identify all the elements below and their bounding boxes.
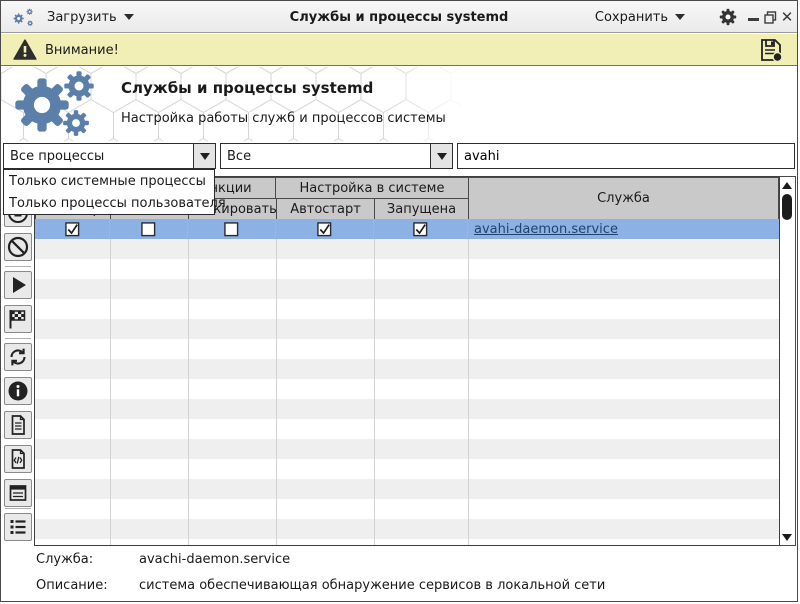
checkbox-unchecked[interactable] [224, 221, 239, 237]
play-icon [13, 277, 26, 293]
cell-autostart[interactable] [35, 219, 110, 239]
checkbox-unchecked[interactable] [141, 221, 156, 237]
minimize-button[interactable] [745, 1, 761, 33]
table-row-selected[interactable]: avahi-daemon.service [35, 219, 779, 239]
list-units-button[interactable] [4, 513, 32, 541]
services-table: Пользовательские функции Настройка в сис… [34, 176, 780, 546]
chevron-down-icon [199, 152, 210, 160]
combo-dropdown-button[interactable] [430, 144, 452, 168]
checkbox-checked[interactable] [64, 221, 80, 237]
save-button[interactable]: Сохранить [595, 1, 685, 33]
titlebar: Загрузить Службы и процессы systemd Сохр… [1, 1, 797, 33]
load-button[interactable]: Загрузить [47, 1, 134, 33]
process-filter-value: Все процессы [10, 148, 105, 164]
arrow-up-icon [782, 181, 792, 189]
page-subtitle: Настройка работы служб и процессов систе… [121, 111, 446, 126]
save-state-icon[interactable] [758, 37, 784, 63]
start-service-button[interactable] [4, 271, 32, 299]
toolbar-separator [5, 266, 31, 267]
journal-button[interactable] [4, 479, 32, 507]
service-value: avachi-daemon.service [139, 552, 291, 567]
logo-gear-small-icon [63, 110, 89, 136]
settings-gear-icon[interactable] [719, 8, 737, 26]
warning-text: Внимание! [45, 42, 119, 58]
checkbox-checked[interactable] [413, 221, 428, 237]
restore-icon [763, 10, 776, 24]
info-icon [8, 381, 28, 401]
load-button-label: Загрузить [47, 9, 117, 25]
detail-description-row: Описание: система обеспечивающая обнаруж… [36, 578, 605, 593]
finish-service-button[interactable] [4, 305, 32, 333]
detail-service-row: Служба: avachi-daemon.service [36, 552, 290, 567]
scrollbar-thumb[interactable] [782, 194, 792, 220]
refresh-button[interactable] [4, 343, 32, 371]
cell-sys-autostart[interactable] [276, 219, 374, 239]
cell-service: avahi-daemon.service [468, 219, 779, 239]
cell-running[interactable] [374, 219, 468, 239]
chevron-down-icon [436, 152, 447, 160]
journal-icon [9, 485, 27, 501]
cell-autostop[interactable] [110, 219, 188, 239]
description-value: система обеспечивающая обнаружение серви… [139, 578, 606, 593]
scroll-down-button[interactable] [780, 530, 794, 544]
search-input[interactable] [457, 143, 795, 169]
forbid-service-button[interactable] [4, 233, 32, 261]
empty-rows [35, 239, 779, 545]
process-filter-combobox[interactable]: Все процессы [3, 143, 216, 169]
bullet-list-icon [10, 520, 26, 534]
page-header: Службы и процессы systemd Настройка рабо… [1, 67, 797, 141]
state-filter-combobox[interactable]: Все [220, 143, 453, 169]
vertical-scrollbar[interactable] [780, 176, 796, 546]
combo-dropdown-button[interactable] [193, 144, 215, 168]
state-filter-value: Все [227, 148, 252, 164]
logo-gear-small-icon [64, 71, 94, 101]
service-link[interactable]: avahi-daemon.service [474, 221, 618, 237]
view-file-button[interactable] [4, 411, 32, 439]
column-header-sys-autostart: Автостарт [276, 198, 375, 220]
close-button[interactable]: ✕ [780, 8, 794, 26]
checkbox-checked[interactable] [317, 221, 332, 237]
warning-icon [13, 39, 37, 60]
view-source-button[interactable] [4, 445, 32, 473]
arrow-down-icon [782, 533, 792, 541]
page-title: Службы и процессы systemd [121, 79, 374, 97]
cell-block[interactable] [188, 219, 276, 239]
chevron-down-icon [675, 14, 685, 20]
dropdown-option-system-processes[interactable]: Только системные процессы [9, 173, 206, 189]
warning-bar: Внимание! [1, 34, 797, 66]
description-label: Описание: [36, 578, 108, 593]
source-code-icon [11, 449, 25, 469]
maximize-button[interactable] [762, 1, 778, 33]
scroll-up-button[interactable] [780, 178, 794, 192]
chevron-down-icon [123, 14, 134, 20]
window-title: Службы и процессы systemd [289, 9, 509, 25]
column-header-service: Служба [468, 177, 779, 220]
dropdown-option-user-processes[interactable]: Только процессы пользователя [9, 195, 226, 211]
info-button[interactable] [4, 377, 32, 405]
forbid-icon [7, 236, 29, 258]
save-button-label: Сохранить [594, 9, 668, 25]
group-header-system: Настройка в системе [275, 177, 469, 199]
process-filter-dropdown-list: Только системные процессы Только процесс… [3, 169, 226, 215]
toolbar-separator [5, 508, 31, 509]
toolbar-separator [5, 338, 31, 339]
refresh-icon [10, 348, 26, 366]
document-icon [11, 415, 25, 435]
finish-flag-icon [9, 310, 26, 329]
column-header-running: Запущена [374, 198, 469, 220]
service-label: Служба: [36, 552, 94, 567]
